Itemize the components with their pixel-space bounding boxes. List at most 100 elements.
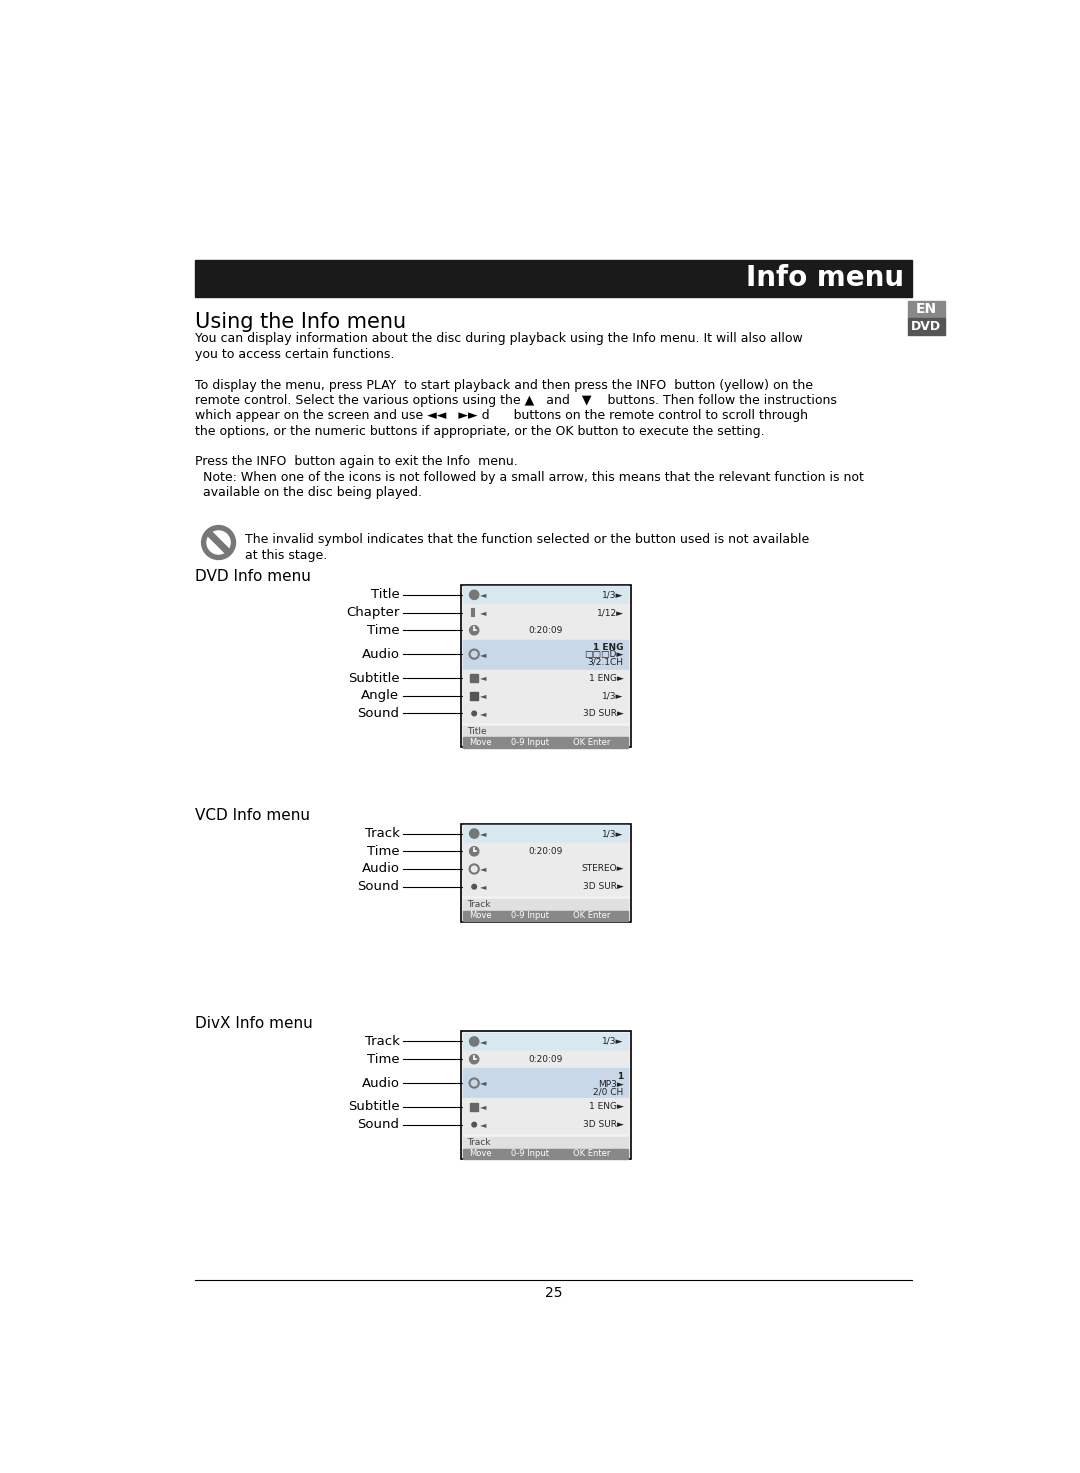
Text: ◄: ◄ (481, 865, 487, 873)
Bar (463, 1068, 629, 1097)
Text: 1 ENG►: 1 ENG► (589, 673, 623, 682)
Text: 3D SUR►: 3D SUR► (583, 882, 623, 891)
Text: Subtitle: Subtitle (348, 1100, 400, 1114)
Bar (463, 1117, 629, 1133)
Text: remote control. Select the various options using the ▲   and   ▼    buttons. The: remote control. Select the various optio… (195, 393, 837, 407)
Text: Angle: Angle (362, 689, 400, 703)
Text: 0-9 Input: 0-9 Input (511, 1149, 549, 1158)
Text: Move: Move (469, 738, 491, 747)
Circle shape (470, 626, 478, 635)
Circle shape (207, 530, 230, 554)
Text: Title: Title (370, 588, 400, 601)
Circle shape (470, 1055, 478, 1064)
Text: DivX Info menu: DivX Info menu (195, 1016, 313, 1031)
Bar (463, 604, 629, 622)
Bar (463, 878, 629, 896)
Text: ◄: ◄ (481, 650, 487, 658)
Bar (195, 259, 912, 298)
Text: 1/3►: 1/3► (603, 591, 623, 600)
Text: 1/12►: 1/12► (596, 608, 623, 617)
Text: 1/3►: 1/3► (603, 691, 623, 700)
Text: ◄: ◄ (481, 691, 487, 700)
Text: 0-9 Input: 0-9 Input (511, 738, 549, 747)
Text: 1/3►: 1/3► (603, 1037, 623, 1046)
Text: Subtitle: Subtitle (348, 672, 400, 685)
Text: Note: When one of the icons is not followed by a small arrow, this means that th: Note: When one of the icons is not follo… (195, 471, 864, 485)
Bar (463, 670, 629, 686)
Text: ◄: ◄ (481, 829, 487, 838)
Text: Using the Info menu: Using the Info menu (195, 311, 406, 331)
Bar (907, 300, 945, 318)
Bar (463, 899, 629, 910)
Text: at this stage.: at this stage. (245, 548, 327, 561)
Text: 1: 1 (618, 1072, 623, 1081)
Text: 0:20:09: 0:20:09 (528, 626, 563, 635)
Bar (463, 1149, 629, 1159)
Bar (463, 688, 629, 704)
Bar (461, 1031, 631, 1159)
Text: VCD Info menu: VCD Info menu (195, 809, 310, 823)
Text: available on the disc being played.: available on the disc being played. (195, 486, 422, 499)
Text: 25: 25 (544, 1286, 563, 1301)
Bar (463, 586, 629, 604)
Text: DVD Info menu: DVD Info menu (195, 570, 311, 585)
Text: Move: Move (469, 1149, 491, 1158)
Text: OK Enter: OK Enter (572, 912, 610, 921)
Bar (463, 706, 629, 722)
Bar (471, 692, 478, 700)
Text: ◄: ◄ (481, 1078, 487, 1087)
Text: Sound: Sound (357, 881, 400, 893)
Text: 1 ENG►: 1 ENG► (589, 1102, 623, 1112)
Text: To display the menu, press PLAY  to start playback and then press the INFO  butt: To display the menu, press PLAY to start… (195, 379, 813, 392)
Text: 1/3►: 1/3► (603, 829, 623, 838)
Circle shape (472, 884, 476, 890)
Text: MP3►: MP3► (598, 1080, 623, 1089)
Circle shape (472, 1122, 476, 1127)
Text: You can display information about the disc during playback using the Info menu. : You can display information about the di… (195, 333, 804, 345)
Circle shape (470, 829, 478, 838)
Text: Sound: Sound (357, 707, 400, 720)
Circle shape (470, 591, 478, 600)
Bar (463, 1033, 629, 1050)
Text: Info menu: Info menu (745, 264, 904, 293)
Circle shape (470, 847, 478, 856)
Bar (463, 738, 629, 748)
Text: ◄: ◄ (481, 1119, 487, 1130)
Text: which appear on the screen and use ◄◄   ►► d      buttons on the remote control : which appear on the screen and use ◄◄ ►►… (195, 409, 809, 423)
Text: ◄: ◄ (481, 591, 487, 600)
Circle shape (472, 711, 476, 716)
Text: Track: Track (468, 900, 490, 909)
Bar (463, 726, 629, 736)
Bar (463, 1050, 629, 1068)
Text: ◄: ◄ (481, 1037, 487, 1046)
Text: Chapter: Chapter (346, 605, 400, 619)
Text: STEREO►: STEREO► (581, 865, 623, 873)
Text: The invalid symbol indicates that the function selected or the button used is no: The invalid symbol indicates that the fu… (245, 533, 810, 546)
Text: EN: EN (916, 302, 936, 317)
Text: the options, or the numeric buttons if appropriate, or the OK button to execute : the options, or the numeric buttons if a… (195, 424, 765, 437)
Text: ◄: ◄ (481, 673, 487, 682)
Text: Time: Time (367, 846, 400, 857)
Text: Press the INFO  button again to exit the Info  menu.: Press the INFO button again to exit the … (195, 455, 518, 468)
Text: ◄: ◄ (481, 608, 487, 617)
Text: 0-9 Input: 0-9 Input (511, 912, 549, 921)
Text: 3D SUR►: 3D SUR► (583, 1119, 623, 1130)
Text: you to access certain functions.: you to access certain functions. (195, 348, 395, 361)
Text: 0:20:09: 0:20:09 (528, 1055, 563, 1064)
Text: 2/0 CH: 2/0 CH (593, 1087, 623, 1097)
Text: DVD: DVD (912, 320, 942, 333)
Circle shape (202, 526, 235, 560)
Text: Track: Track (365, 826, 400, 840)
Bar (471, 675, 478, 682)
Bar (471, 1103, 478, 1111)
Bar (463, 910, 629, 921)
Bar (463, 843, 629, 860)
Text: 3D SUR►: 3D SUR► (583, 709, 623, 717)
Text: Track: Track (365, 1036, 400, 1047)
Text: Track: Track (468, 1137, 490, 1147)
Text: ◄: ◄ (481, 882, 487, 891)
Circle shape (470, 1037, 478, 1046)
Text: Title: Title (468, 726, 487, 735)
Bar (461, 585, 631, 747)
Text: Audio: Audio (362, 648, 400, 661)
